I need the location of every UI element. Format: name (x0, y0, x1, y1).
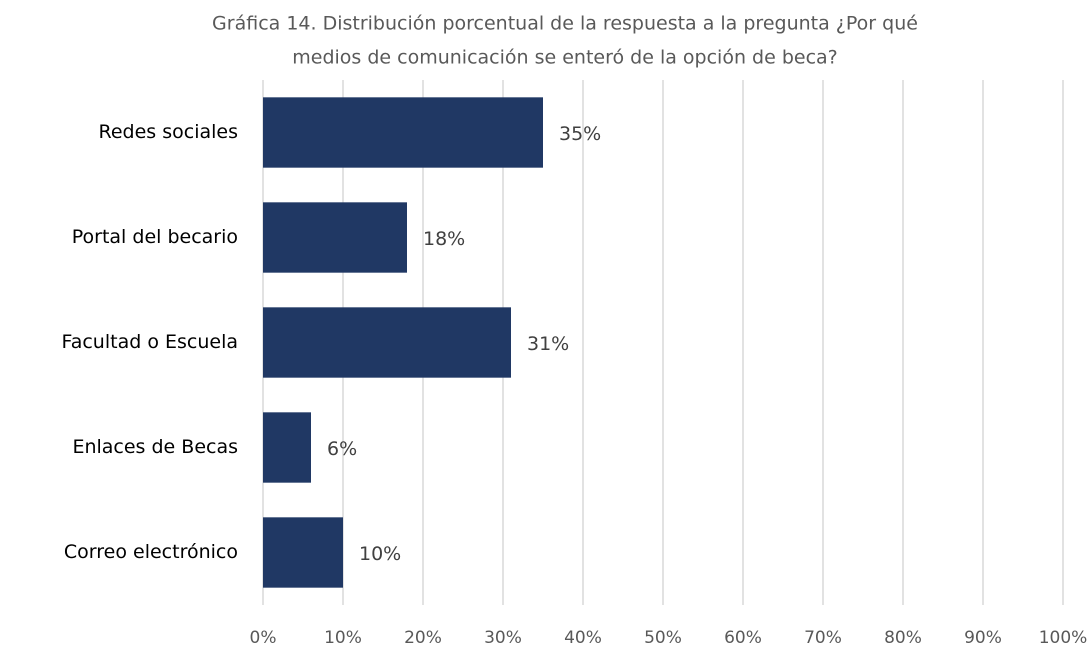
x-tick-label: 80% (884, 628, 922, 648)
y-tick-label: Facultad o Escuela (62, 331, 238, 353)
x-tick-label: 30% (484, 628, 522, 648)
x-tick-label: 90% (964, 628, 1002, 648)
data-label: 31% (527, 333, 569, 355)
x-tick-label: 100% (1039, 628, 1088, 648)
data-label: 6% (327, 438, 357, 460)
y-tick-label: Enlaces de Becas (72, 436, 238, 458)
chart-title: Gráfica 14. Distribución porcentual de l… (212, 13, 918, 35)
y-tick-label: Redes sociales (99, 121, 239, 143)
data-label: 35% (559, 123, 601, 145)
y-tick-label: Correo electrónico (64, 541, 238, 563)
x-tick-label: 40% (564, 628, 602, 648)
x-tick-label: 10% (324, 628, 362, 648)
x-tick-label: 20% (404, 628, 442, 648)
x-tick-label: 50% (644, 628, 682, 648)
bar (263, 307, 511, 378)
chart-title: medios de comunicación se enteró de la o… (292, 47, 838, 69)
bar (263, 202, 407, 273)
data-label: 10% (359, 543, 401, 565)
bar (263, 97, 543, 168)
x-tick-label: 70% (804, 628, 842, 648)
x-tick-label: 0% (250, 628, 277, 648)
bar (263, 412, 311, 483)
y-tick-label: Portal del becario (72, 226, 238, 248)
bar (263, 517, 343, 588)
data-label: 18% (423, 228, 465, 250)
x-tick-label: 60% (724, 628, 762, 648)
